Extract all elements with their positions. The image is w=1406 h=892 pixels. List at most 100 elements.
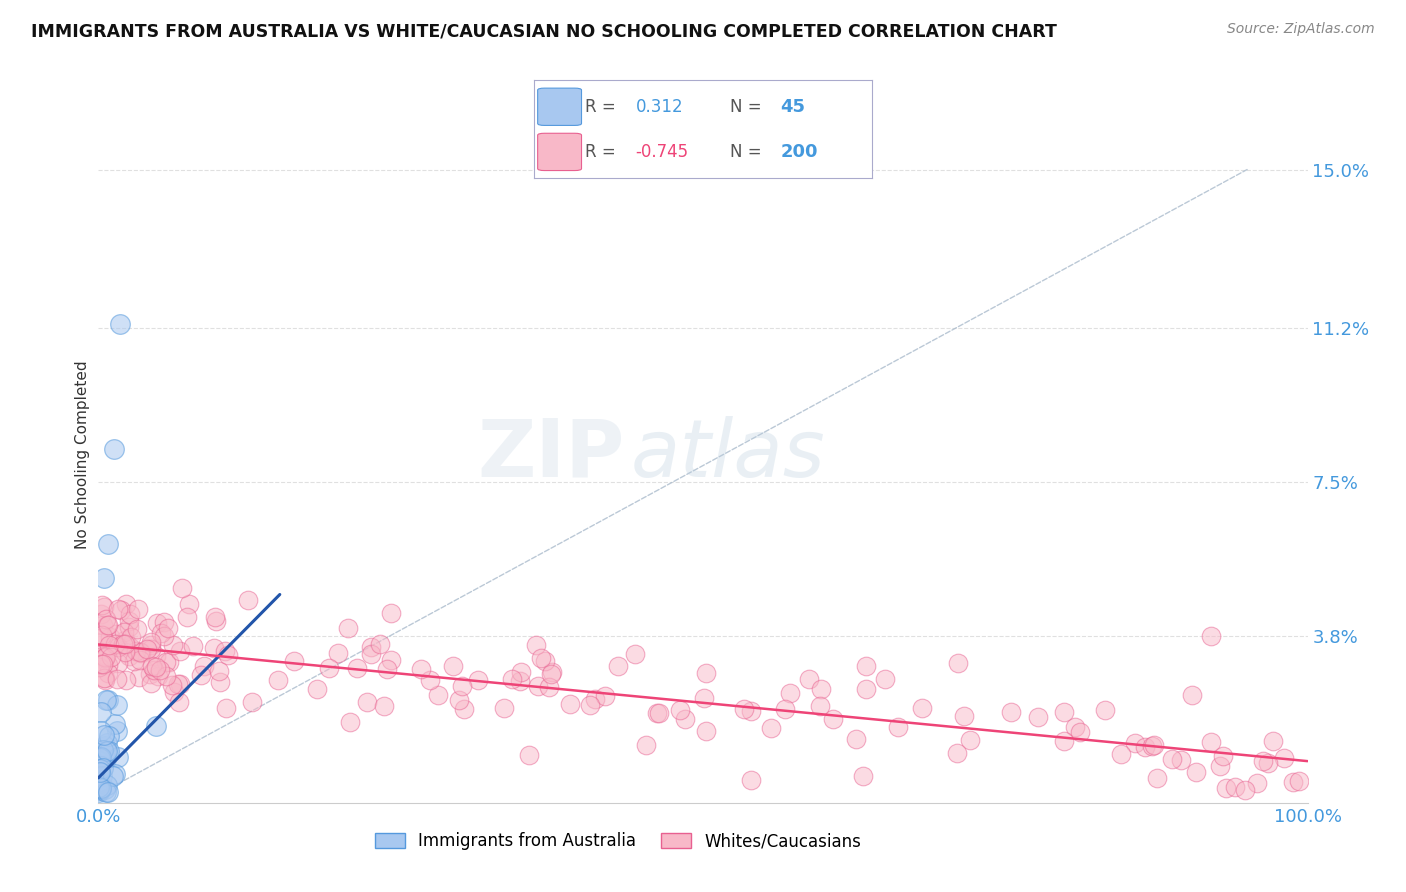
Point [517,747,540,762]
Point [139,676,162,690]
Point [855,681,877,696]
Point [169,644,191,658]
Point [150,625,173,640]
Point [959,732,981,747]
Point [467,673,489,687]
Point [1069,724,1091,739]
FancyBboxPatch shape [537,88,582,126]
Point [775,702,797,716]
Point [160,677,183,691]
Point [204,614,226,628]
Point [1146,771,1168,785]
Point [530,650,553,665]
Text: R =: R = [585,98,616,116]
Point [1053,734,1076,748]
Point [1288,773,1310,788]
Point [103,766,125,780]
Point [583,691,606,706]
Point [855,659,877,673]
Point [356,696,378,710]
Point [89,762,111,776]
Point [1143,738,1166,752]
Point [120,640,142,654]
Point [155,655,177,669]
Point [1246,776,1268,790]
Point [141,642,163,657]
Point [97,666,120,681]
Text: R =: R = [585,143,616,161]
Point [1261,733,1284,747]
Point [537,680,560,694]
Point [1123,736,1146,750]
Point [141,635,163,649]
Point [128,644,150,658]
Point [149,663,172,677]
Point [115,673,138,687]
Point [118,620,141,634]
Point [1272,750,1295,764]
Point [107,656,129,670]
Point [94,785,117,799]
Point [94,743,117,757]
Point [636,738,658,752]
Point [419,673,441,687]
Point [94,649,117,664]
Point [541,665,564,679]
Point [1026,709,1049,723]
Point [105,627,128,641]
Point [217,648,239,662]
Point [375,662,398,676]
Legend: Immigrants from Australia, Whites/Caucasians: Immigrants from Australia, Whites/Caucas… [368,826,869,857]
Point [193,659,215,673]
Point [90,769,112,783]
Point [162,638,184,652]
Point [510,665,533,679]
Text: Source: ZipAtlas.com: Source: ZipAtlas.com [1227,22,1375,37]
Point [91,761,114,775]
Point [607,658,630,673]
Point [138,666,160,681]
Point [759,721,782,735]
Point [380,606,402,620]
Point [740,704,762,718]
Point [141,659,163,673]
Point [946,656,969,670]
FancyBboxPatch shape [537,133,582,170]
Text: atlas: atlas [630,416,825,494]
Point [447,692,470,706]
Point [360,647,382,661]
Point [94,671,117,685]
Point [204,610,226,624]
Point [127,602,149,616]
Point [90,723,112,738]
Point [267,673,290,687]
Point [1053,705,1076,719]
Point [692,690,714,705]
Point [451,679,474,693]
Point [411,662,433,676]
Point [645,706,668,720]
Point [108,317,131,331]
Point [190,667,212,681]
Point [103,442,125,456]
Point [427,688,450,702]
Point [1160,752,1182,766]
Point [1199,735,1222,749]
Point [129,645,152,659]
Point [453,701,475,715]
Point [96,752,118,766]
Point [127,623,149,637]
Point [368,637,391,651]
Point [107,750,129,764]
Point [90,657,112,672]
Point [339,714,361,729]
Point [527,679,550,693]
Point [118,648,141,663]
Point [98,638,121,652]
Point [623,648,645,662]
Point [852,768,875,782]
Point [97,618,120,632]
Point [105,672,128,686]
Point [94,693,117,707]
Point [136,641,159,656]
